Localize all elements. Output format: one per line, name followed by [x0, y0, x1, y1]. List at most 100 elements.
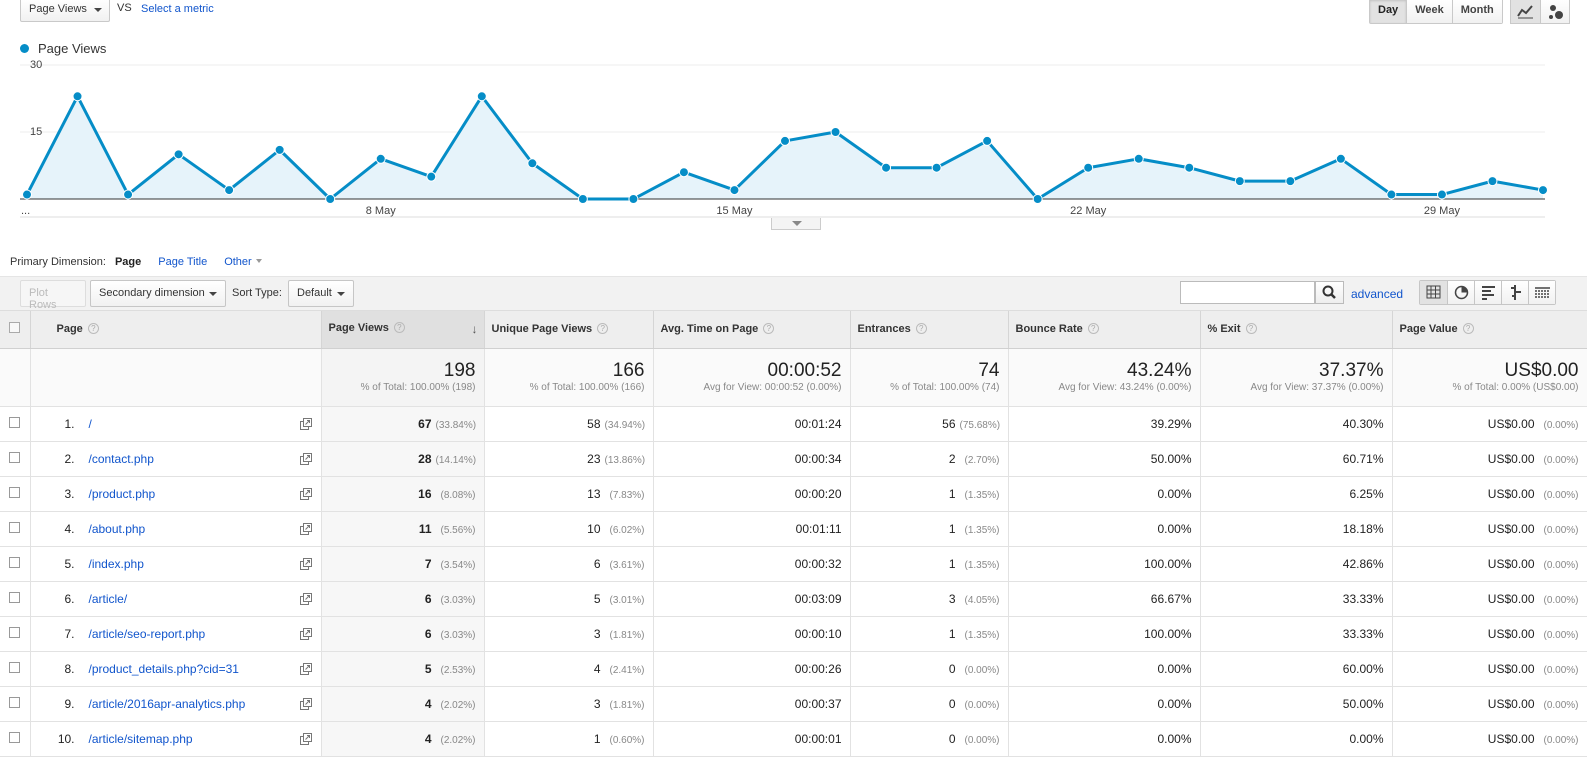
row-checkbox[interactable] — [9, 416, 21, 428]
column-header-page-views[interactable]: Page Views? ↓ — [321, 311, 485, 349]
data-view-icon[interactable] — [1420, 281, 1447, 304]
page-cell: 5. /index.php — [30, 546, 322, 582]
period-month-button[interactable]: Month — [1451, 0, 1502, 23]
line-chart-icon[interactable] — [1511, 0, 1540, 23]
row-checkbox[interactable] — [9, 661, 21, 673]
metric-select[interactable]: Page Views — [20, 0, 110, 22]
row-checkbox[interactable] — [9, 451, 21, 463]
unique-page-views-value: 13 — [587, 486, 601, 501]
data-point — [577, 194, 588, 204]
open-in-new-window-icon[interactable] — [299, 627, 312, 640]
unique-page-views-cell: 6 (3.61%) — [484, 546, 654, 582]
page-value-value: US$0.00 — [1487, 556, 1535, 571]
column-header-entrances[interactable]: Entrances? — [850, 311, 1009, 349]
row-checkbox[interactable] — [9, 486, 21, 498]
exit-value: 42.86% — [1342, 556, 1384, 571]
page-link[interactable]: /product.php — [88, 486, 156, 501]
unique-page-views-percent: (0.60%) — [609, 734, 645, 746]
open-in-new-window-icon[interactable] — [299, 592, 312, 605]
help-icon[interactable]: ? — [1087, 323, 1099, 335]
row-checkbox[interactable] — [9, 626, 21, 638]
open-in-new-window-icon[interactable] — [299, 417, 312, 430]
row-checkbox[interactable] — [9, 731, 21, 743]
primary-dimension-other[interactable]: Other — [224, 256, 262, 268]
primary-dimension-page-title[interactable]: Page Title — [158, 256, 208, 268]
data-point — [982, 135, 993, 146]
row-checkbox[interactable] — [9, 521, 21, 533]
entrances-percent: (0.00%) — [964, 664, 1000, 676]
pie-view-icon[interactable] — [1447, 281, 1474, 304]
secondary-dimension-label: Secondary dimension — [99, 287, 205, 299]
column-header-page[interactable]: Page? — [30, 311, 322, 349]
sort-type-select[interactable]: Default — [288, 280, 354, 307]
page-link[interactable]: /article/sitemap.php — [88, 731, 193, 746]
column-header-unique-page-views[interactable]: Unique Page Views? — [484, 311, 654, 349]
page-value-percent: (0.00%) — [1543, 594, 1579, 606]
open-in-new-window-icon[interactable] — [299, 557, 312, 570]
y-tick-label: 30 — [30, 60, 42, 71]
avg-time-value: 00:00:32 — [794, 556, 842, 571]
column-header-bounce-rate[interactable]: Bounce Rate? — [1008, 311, 1201, 349]
page-link[interactable]: /product_details.php?cid=31 — [88, 661, 239, 676]
unique-page-views-cell: 3 (1.81%) — [484, 616, 654, 652]
entrances-percent: (1.35%) — [964, 489, 1000, 501]
help-icon[interactable]: ? — [763, 323, 775, 335]
page-link[interactable]: /article/ — [88, 591, 128, 606]
select-all-cell — [0, 311, 31, 349]
table-row: 7. /article/seo-report.php 6 (3.03%) 3 (1.81%… — [0, 616, 1587, 652]
row-checkbox[interactable] — [9, 556, 21, 568]
page-value-cell: US$0.00 (0.00%) — [1392, 651, 1587, 687]
table-search-input[interactable] — [1180, 281, 1315, 304]
row-checkbox[interactable] — [9, 696, 21, 708]
page-cell: 3. /product.php — [30, 476, 322, 512]
help-icon[interactable]: ? — [87, 323, 99, 335]
help-icon[interactable]: ? — [597, 323, 609, 335]
entrances-cell: 1 (1.35%) — [850, 476, 1009, 512]
page-link[interactable]: /contact.php — [88, 451, 154, 466]
help-icon[interactable]: ? — [1462, 323, 1474, 335]
bounce-rate-cell: 0.00% — [1008, 651, 1201, 687]
page-value-value: US$0.00 — [1487, 451, 1535, 466]
open-in-new-window-icon[interactable] — [299, 697, 312, 710]
search-button[interactable] — [1315, 281, 1344, 304]
page-link[interactable]: /article/2016apr-analytics.php — [88, 696, 246, 711]
data-point — [22, 189, 32, 200]
page-link[interactable]: /about.php — [88, 521, 146, 536]
open-in-new-window-icon[interactable] — [299, 662, 312, 675]
comparison-view-icon[interactable] — [1501, 281, 1528, 304]
row-checkbox[interactable] — [9, 591, 21, 603]
advanced-filter-link[interactable]: advanced — [1351, 287, 1404, 301]
column-header-page-value[interactable]: Page Value? — [1392, 311, 1587, 349]
period-week-button[interactable]: Week — [1406, 0, 1452, 23]
page-link[interactable]: /index.php — [88, 556, 144, 571]
page-link[interactable]: / — [88, 416, 92, 431]
chart-resize-handle[interactable] — [771, 218, 821, 230]
exit-cell: 42.86% — [1200, 546, 1393, 582]
pivot-view-icon[interactable] — [1528, 281, 1555, 304]
select-all-checkbox[interactable] — [9, 322, 21, 334]
open-in-new-window-icon[interactable] — [299, 487, 312, 500]
column-header-exit[interactable]: % Exit? — [1200, 311, 1393, 349]
performance-view-icon[interactable] — [1474, 281, 1501, 304]
motion-chart-icon[interactable] — [1540, 0, 1569, 23]
page-link[interactable]: /article/seo-report.php — [88, 626, 206, 641]
page-views-value: 5 — [424, 661, 432, 676]
data-point — [1133, 153, 1144, 164]
select-metric-link[interactable]: Select a metric — [141, 3, 214, 15]
chart-legend: Page Views — [20, 41, 106, 56]
open-in-new-window-icon[interactable] — [299, 522, 312, 535]
help-icon[interactable]: ? — [915, 323, 927, 335]
help-icon[interactable]: ? — [1245, 323, 1257, 335]
data-point — [729, 185, 740, 196]
help-icon[interactable]: ? — [393, 322, 405, 334]
plot-rows-button[interactable]: Plot Rows — [20, 280, 86, 311]
entrances-value: 56 — [942, 416, 956, 431]
table-row: 5. /index.php 7 (3.54%) 6 (3.61%) 00:00:32 1 (1.… — [0, 546, 1587, 582]
secondary-dimension-select[interactable]: Secondary dimension — [90, 280, 226, 307]
page-views-cell: 7 (3.54%) — [321, 546, 485, 582]
chevron-down-icon — [255, 259, 262, 263]
open-in-new-window-icon[interactable] — [299, 732, 312, 745]
column-header-avg-time-on-page[interactable]: Avg. Time on Page? — [653, 311, 851, 349]
period-day-button[interactable]: Day — [1370, 0, 1407, 23]
open-in-new-window-icon[interactable] — [299, 452, 312, 465]
